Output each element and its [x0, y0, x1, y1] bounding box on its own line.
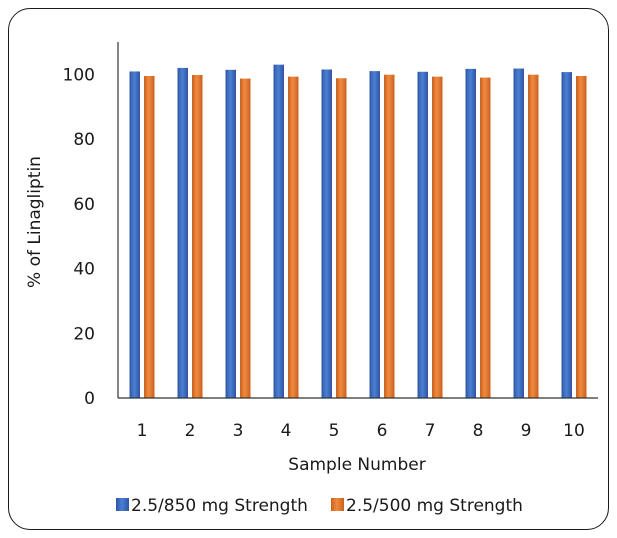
x-tick-label: 2	[185, 421, 196, 441]
legend-item: 2.5/500 mg Strength	[331, 496, 523, 516]
x-tick-label: 3	[233, 421, 244, 441]
bar-series-2	[432, 76, 443, 398]
bar-series-2	[384, 74, 395, 399]
x-tick-label: 9	[521, 421, 532, 441]
bar-series-1	[417, 71, 428, 399]
bar-series-2	[480, 77, 491, 398]
bar-series-2	[192, 75, 203, 398]
y-tick-label: 80	[73, 130, 95, 150]
bar-series-1	[129, 71, 140, 398]
x-axis-title: Sample Number	[288, 455, 425, 475]
y-tick-label: 0	[84, 389, 95, 409]
bar-series-2	[240, 78, 251, 398]
bar-series-2	[576, 75, 587, 399]
bar-series-1	[561, 72, 572, 399]
x-tick-label: 6	[377, 421, 388, 441]
legend: 2.5/850 mg Strength 2.5/500 mg Strength	[116, 496, 523, 516]
legend-swatch	[331, 498, 344, 511]
x-tick-label: 4	[281, 421, 292, 441]
x-tick-label: 10	[563, 421, 585, 441]
chart-frame	[8, 8, 609, 530]
y-tick-label: 20	[73, 324, 95, 344]
y-tick-label: 60	[73, 195, 95, 215]
bar-series-2	[144, 75, 155, 399]
y-axis-ticks: 0 20 40 60 80 100	[63, 65, 95, 409]
bars	[129, 64, 587, 399]
legend-label: 2.5/850 mg Strength	[131, 496, 308, 516]
bar-series-1	[225, 69, 236, 398]
x-tick-label: 1	[137, 421, 148, 441]
bar-series-1	[321, 69, 332, 398]
bar-series-1	[369, 71, 380, 399]
bar-series-2	[288, 76, 299, 398]
x-tick-label: 5	[329, 421, 340, 441]
bar-series-1	[513, 68, 524, 399]
legend-item: 2.5/850 mg Strength	[116, 496, 308, 516]
bar-series-1	[273, 64, 284, 399]
bar-series-2	[528, 74, 539, 399]
x-axis-ticks: 1 2 3 4 5 6 7 8 9 10	[137, 421, 585, 441]
x-tick-label: 8	[473, 421, 484, 441]
y-tick-label: 100	[63, 65, 95, 85]
axes	[117, 42, 598, 399]
bar-series-2	[336, 78, 347, 398]
legend-label: 2.5/500 mg Strength	[346, 496, 523, 516]
x-tick-label: 7	[425, 421, 436, 441]
y-axis-title: % of Linagliptin	[25, 156, 45, 288]
legend-swatch	[116, 498, 129, 511]
bar-series-1	[465, 68, 476, 398]
bar-series-1	[177, 67, 188, 399]
y-tick-label: 40	[73, 260, 95, 280]
